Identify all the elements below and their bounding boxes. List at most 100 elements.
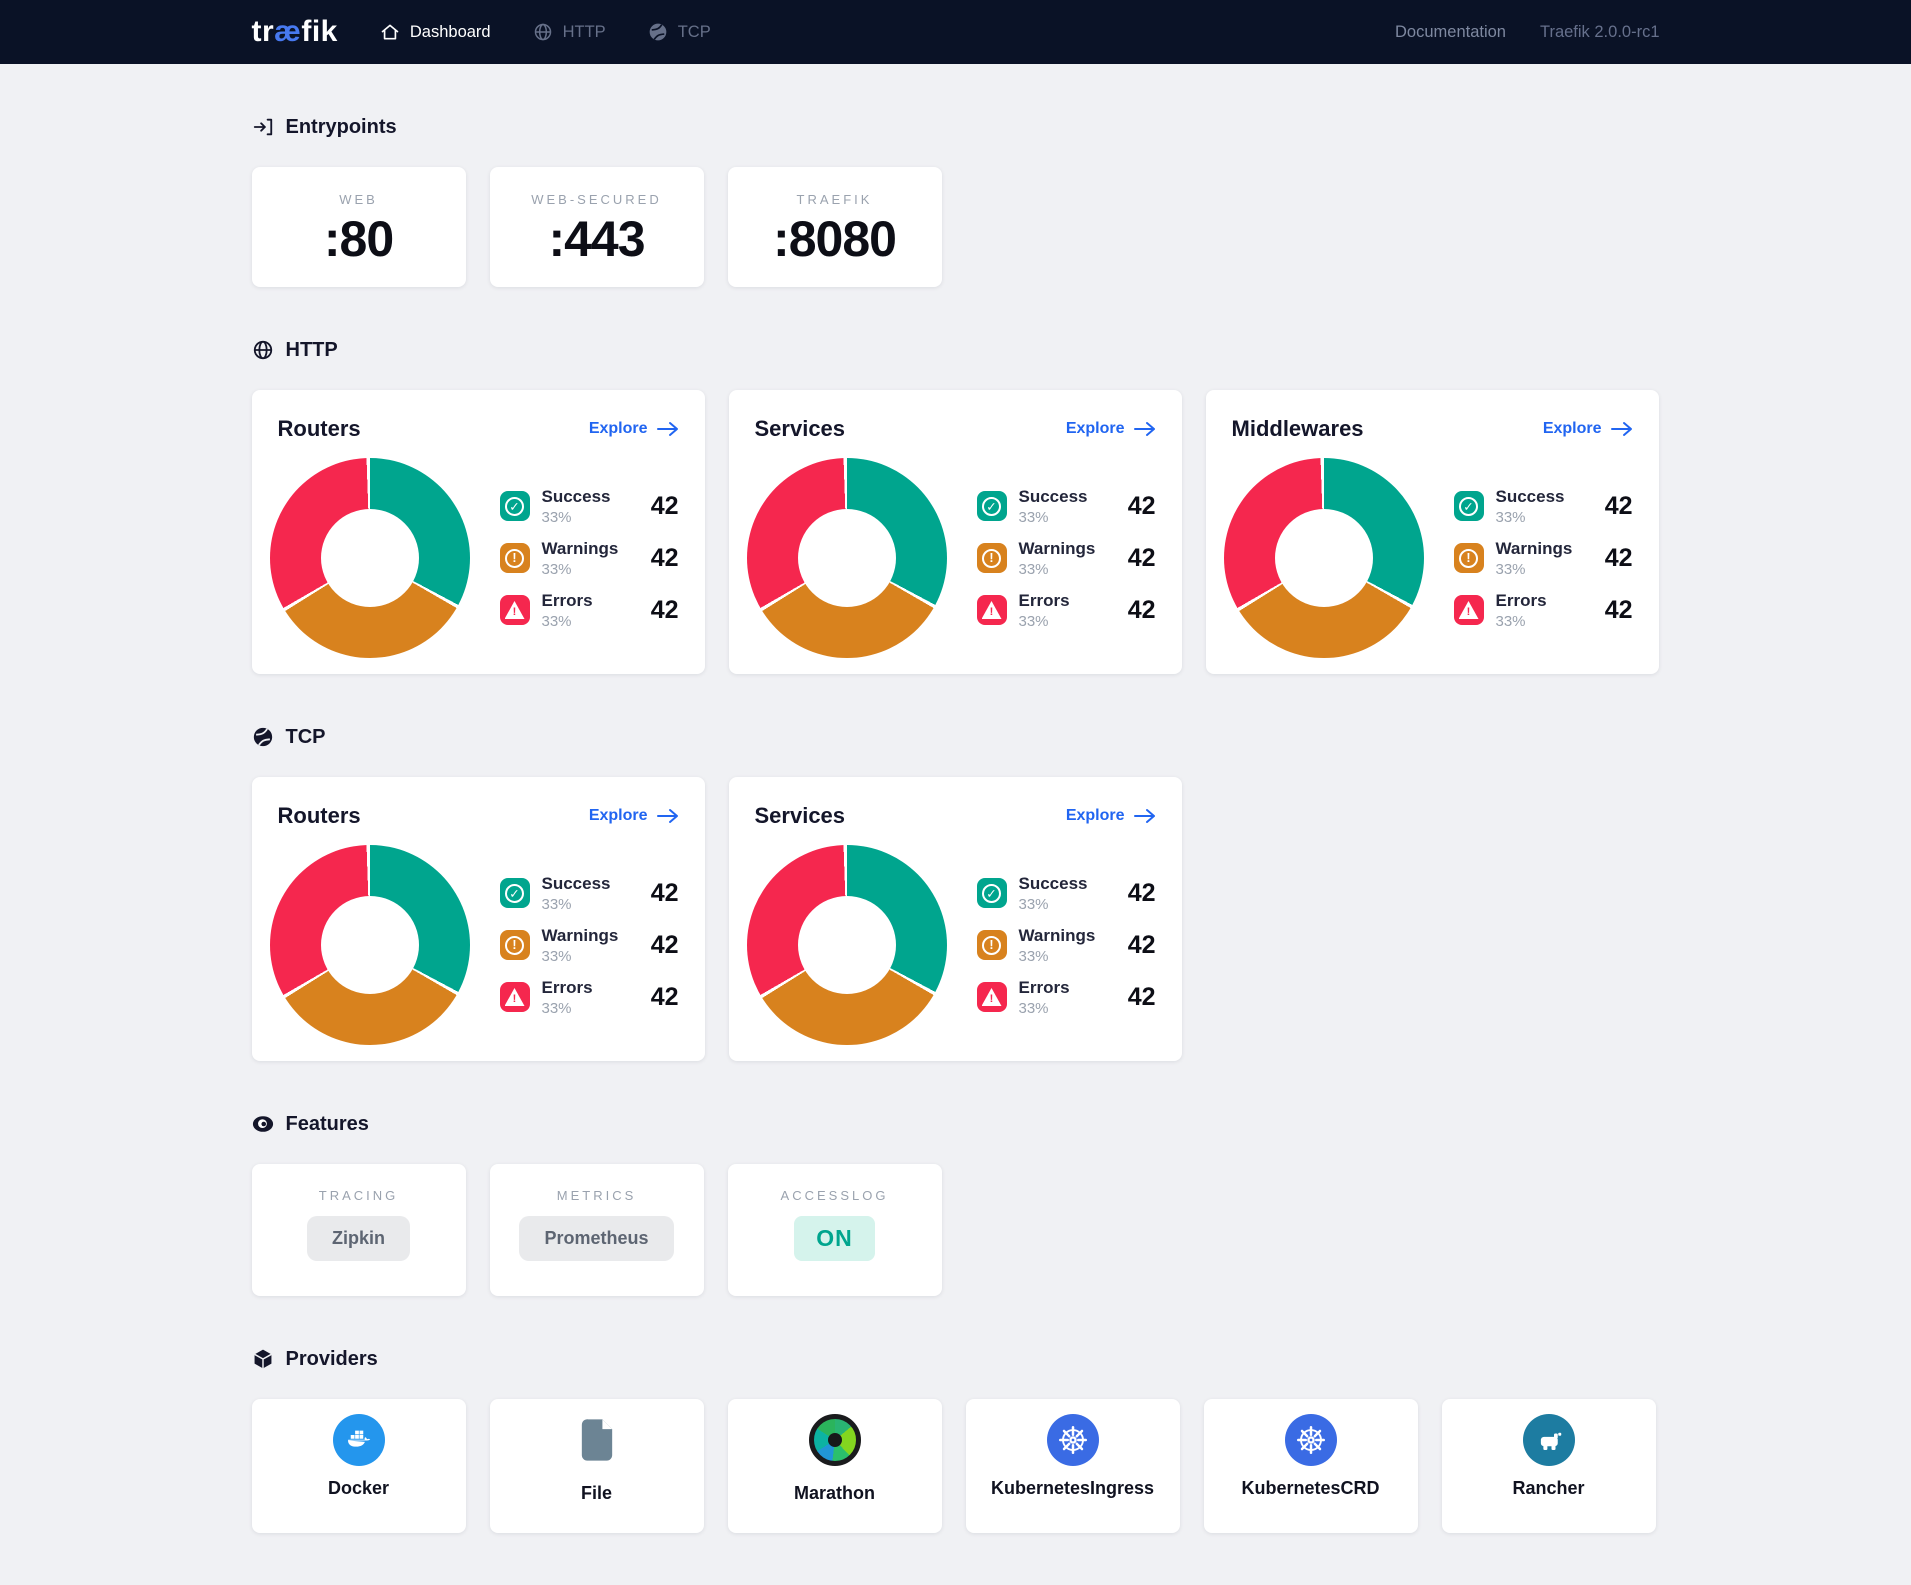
http-routers-card: Routers Explore ✓ Success 33% 42 ! Warnin… (251, 390, 705, 674)
legend-success-row: ✓ Success 33% 42 (1453, 487, 1633, 526)
card-title: Services (754, 416, 846, 441)
providers-header: Providers (252, 1347, 1660, 1371)
documentation-link[interactable]: Documentation (1395, 22, 1506, 41)
explore-link[interactable]: Explore (1066, 420, 1156, 438)
explore-link[interactable]: Explore (1543, 420, 1633, 438)
legend-value: 42 (1127, 491, 1156, 520)
marathon-icon (808, 1414, 861, 1466)
provider-card-docker: Docker (251, 1399, 466, 1533)
feature-label: TRACING (318, 1188, 399, 1203)
legend-value: 42 (1127, 595, 1156, 624)
legend-value: 42 (650, 595, 679, 624)
http-section: HTTP Routers Explore ✓ Success 33% 42 (251, 338, 1660, 674)
feature-card-metrics: METRICS Prometheus (489, 1164, 704, 1296)
legend-value: 42 (650, 543, 679, 572)
warning-exclamation-icon: ! (976, 930, 1007, 960)
nav-item-http[interactable]: HTTP (533, 22, 606, 42)
provider-card-kubernetes-crd: KubernetesCRD (1203, 1399, 1418, 1533)
entrypoint-label: WEB-SECURED (531, 192, 662, 207)
provider-name: KubernetesIngress (990, 1478, 1155, 1498)
legend-success-row: ✓ Success 33% 42 (499, 487, 679, 526)
section-title: Providers (285, 1347, 378, 1370)
explore-link[interactable]: Explore (589, 420, 679, 438)
tcp-services-card: Services Explore ✓ Success 33% 42 ! Warni… (728, 777, 1182, 1061)
provider-card-marathon: Marathon (727, 1399, 942, 1533)
provider-card-file: File (489, 1399, 704, 1533)
legend-errors-row: ! Errors 33% 42 (499, 591, 679, 630)
entrypoints-icon (252, 116, 274, 138)
provider-name: Rancher (1512, 1478, 1585, 1498)
legend-errors-row: ! Errors 33% 42 (499, 978, 679, 1017)
warning-exclamation-icon: ! (499, 930, 530, 960)
section-title: Features (285, 1112, 369, 1135)
donut-chart (746, 845, 947, 1045)
explore-link[interactable]: Explore (1066, 807, 1156, 825)
success-check-icon: ✓ (976, 878, 1007, 908)
donut-chart (269, 845, 470, 1045)
kubernetes-helm-icon (1046, 1414, 1099, 1466)
nav-item-tcp[interactable]: TCP (648, 22, 711, 42)
donut-chart (269, 458, 470, 658)
globe-icon (533, 22, 553, 42)
success-check-icon: ✓ (499, 878, 530, 908)
providers-section: Providers Docker File (251, 1347, 1660, 1533)
nav-item-dashboard[interactable]: Dashboard (380, 22, 491, 42)
error-triangle-icon: ! (1453, 595, 1484, 625)
warning-exclamation-icon: ! (1453, 543, 1484, 573)
legend-errors-row: ! Errors 33% 42 (976, 978, 1156, 1017)
tcp-icon (648, 22, 668, 42)
feature-label: METRICS (556, 1188, 637, 1203)
tcp-header: TCP (252, 725, 1660, 749)
legend-success-row: ✓ Success 33% 42 (976, 874, 1156, 913)
traefik-logo[interactable]: træfik (251, 15, 338, 48)
top-navbar: træfik Dashboard HTTP TCP Documentation … (0, 0, 1911, 64)
feature-card-tracing: TRACING Zipkin (251, 1164, 466, 1296)
entrypoint-card-web-secured: WEB-SECURED :443 (489, 167, 704, 287)
success-check-icon: ✓ (499, 491, 530, 521)
feature-value-chip: Zipkin (307, 1216, 410, 1261)
provider-card-kubernetes-ingress: KubernetesIngress (965, 1399, 1180, 1533)
legend-warnings-row: ! Warnings 33% 42 (499, 539, 679, 578)
legend-warnings-row: ! Warnings 33% 42 (976, 926, 1156, 965)
globe-icon (252, 339, 274, 361)
provider-name: Marathon (794, 1483, 875, 1503)
error-triangle-icon: ! (499, 982, 530, 1012)
legend-errors-row: ! Errors 33% 42 (976, 591, 1156, 630)
legend-value: 42 (1604, 543, 1633, 572)
legend-value: 42 (1127, 878, 1156, 907)
provider-name: File (580, 1483, 612, 1503)
version-label: Traefik 2.0.0-rc1 (1539, 22, 1660, 41)
error-triangle-icon: ! (976, 595, 1007, 625)
legend-value: 42 (1604, 491, 1633, 520)
warning-exclamation-icon: ! (976, 543, 1007, 573)
legend-warnings-row: ! Warnings 33% 42 (499, 926, 679, 965)
feature-on-chip: ON (794, 1216, 875, 1261)
legend-value: 42 (1127, 543, 1156, 572)
feature-card-accesslog: ACCESSLOG ON (727, 1164, 942, 1296)
legend-value: 42 (650, 982, 679, 1011)
arrow-right-icon (1133, 422, 1155, 436)
tcp-icon (252, 726, 274, 748)
provider-name: KubernetesCRD (1241, 1478, 1380, 1498)
entrypoint-card-traefik: TRAEFIK :8080 (727, 167, 942, 287)
home-icon (380, 22, 400, 42)
entrypoint-port: :80 (323, 211, 394, 267)
legend-value: 42 (650, 491, 679, 520)
feature-value-chip: Prometheus (519, 1216, 674, 1261)
card-title: Services (754, 803, 846, 828)
explore-link[interactable]: Explore (589, 807, 679, 825)
success-check-icon: ✓ (976, 491, 1007, 521)
features-section: Features TRACING Zipkin METRICS Promethe… (251, 1112, 1660, 1296)
arrow-right-icon (1133, 809, 1155, 823)
entrypoint-label: WEB (339, 192, 378, 207)
warning-exclamation-icon: ! (499, 543, 530, 573)
section-title: Entrypoints (285, 115, 397, 138)
entrypoint-card-web: WEB :80 (251, 167, 466, 287)
arrow-right-icon (1610, 422, 1632, 436)
legend-value: 42 (1127, 930, 1156, 959)
legend-value: 42 (650, 878, 679, 907)
http-header: HTTP (252, 338, 1660, 362)
entrypoints-header: Entrypoints (252, 115, 1660, 139)
card-title: Middlewares (1231, 416, 1364, 441)
section-title: TCP (285, 725, 326, 748)
